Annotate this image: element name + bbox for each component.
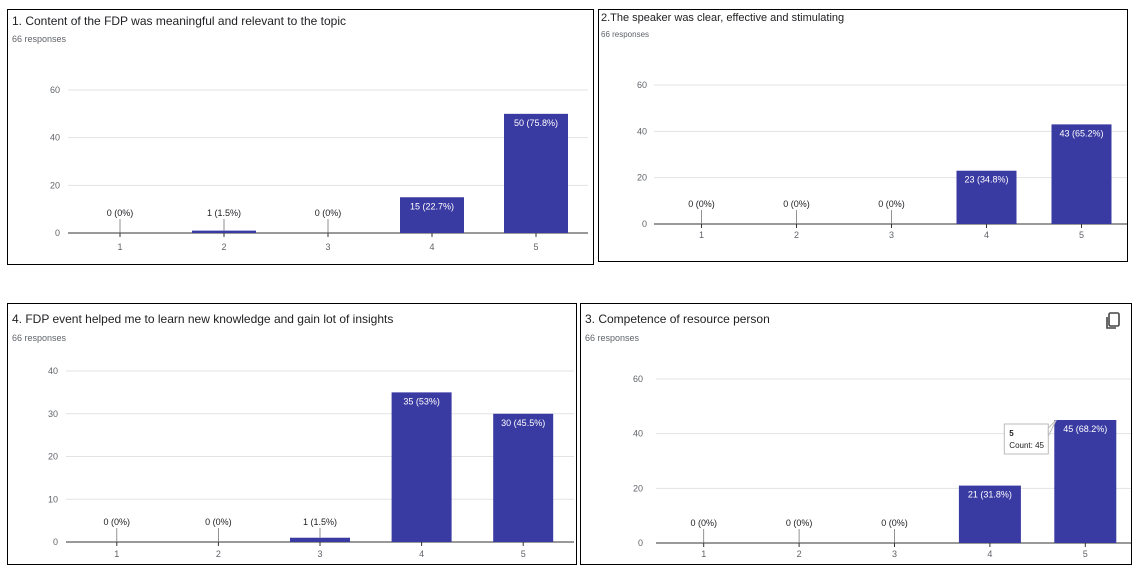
y-tick-label: 0 (55, 228, 60, 238)
y-tick-label: 60 (633, 374, 643, 384)
chart-title: 4. FDP event helped me to learn new know… (12, 312, 394, 326)
data-label: 0 (0%) (688, 199, 715, 209)
x-tick-label: 3 (889, 230, 894, 240)
x-tick-label: 2 (797, 549, 802, 559)
x-tick-label: 4 (987, 549, 992, 559)
response-count: 66 responses (585, 333, 640, 343)
x-tick-label: 1 (701, 549, 706, 559)
bar (493, 413, 554, 542)
data-label: 50 (75.8%) (514, 118, 558, 128)
tooltip-category: 5 (1009, 429, 1014, 438)
tooltip-pointer (1047, 419, 1057, 437)
data-label: 43 (65.2%) (1059, 128, 1103, 138)
y-tick-label: 20 (48, 452, 58, 462)
y-tick-label: 60 (637, 80, 647, 90)
x-tick-label: 3 (317, 549, 322, 559)
y-tick-label: 0 (642, 219, 647, 229)
bar (192, 230, 256, 233)
y-tick-label: 60 (50, 85, 60, 95)
y-tick-label: 20 (637, 173, 647, 183)
x-tick-label: 2 (794, 230, 799, 240)
tooltip-box (1003, 423, 1049, 455)
data-label: 0 (0%) (104, 517, 131, 527)
data-label: 15 (22.7%) (410, 201, 454, 211)
x-tick-label: 1 (699, 230, 704, 240)
chart-title: 2.The speaker was clear, effective and s… (601, 12, 845, 24)
copy-icon[interactable] (1105, 312, 1121, 330)
x-tick-label: 2 (216, 549, 221, 559)
x-tick-label: 2 (221, 242, 226, 252)
chart-title: 1. Content of the FDP was meaningful and… (12, 14, 346, 28)
bar-chart: 0 20 40 60 1 0 (0%) 2 0 (0%) 3 0 (0%) 4 21 (31.8%) 5… (633, 374, 1131, 559)
x-tick-label: 3 (325, 242, 330, 252)
data-label: 1 (1.5%) (207, 208, 241, 218)
bar (391, 392, 452, 542)
y-tick-label: 30 (48, 409, 58, 419)
data-label: 0 (0%) (205, 517, 232, 527)
chart-panel-speaker: 2.The speaker was clear, effective and s… (598, 9, 1128, 262)
x-tick-label: 5 (1079, 230, 1084, 240)
data-label: 35 (53%) (403, 396, 440, 406)
bar (290, 537, 350, 542)
data-label: 30 (45.5%) (501, 418, 545, 428)
data-label: 45 (68.2%) (1063, 424, 1107, 434)
bar (958, 485, 1021, 543)
y-tick-label: 40 (50, 133, 60, 143)
y-tick-label: 0 (53, 537, 58, 547)
data-label: 0 (0%) (881, 518, 908, 528)
chart-panel-content: 1. Content of the FDP was meaningful and… (7, 9, 594, 265)
x-tick-label: 1 (117, 242, 122, 252)
y-tick-label: 0 (638, 538, 643, 548)
response-count: 66 responses (12, 333, 67, 343)
y-tick-label: 20 (50, 180, 60, 190)
data-label: 23 (34.8%) (964, 175, 1008, 185)
data-label: 1 (1.5%) (303, 517, 337, 527)
chart-title: 3. Competence of resource person (585, 312, 770, 326)
x-tick-label: 1 (114, 549, 119, 559)
data-label: 0 (0%) (783, 199, 810, 209)
chart-panel-competence: 3. Competence of resource person 66 resp… (580, 303, 1132, 565)
y-tick-label: 10 (48, 494, 58, 504)
bar (504, 113, 568, 233)
bar-chart: 0 10 20 30 40 1 0 (0%) 2 0 (0%) 3 1 (1.5%) 4 35 (53%… (48, 366, 574, 559)
data-label: 0 (0%) (315, 208, 342, 218)
response-count: 66 responses (12, 34, 67, 44)
x-tick-label: 5 (521, 549, 526, 559)
y-tick-label: 40 (48, 366, 58, 376)
x-tick-label: 4 (419, 549, 424, 559)
y-tick-label: 40 (633, 429, 643, 439)
bar (1054, 420, 1117, 543)
x-tick-label: 5 (1083, 549, 1088, 559)
chart-panel-insights: 4. FDP event helped me to learn new know… (7, 303, 577, 565)
x-tick-label: 3 (892, 549, 897, 559)
x-tick-label: 5 (533, 242, 538, 252)
data-label: 0 (0%) (786, 518, 813, 528)
data-label: 21 (31.8%) (968, 490, 1012, 500)
response-count: 66 responses (601, 30, 650, 39)
x-tick-label: 4 (429, 242, 434, 252)
x-tick-label: 4 (984, 230, 989, 240)
tooltip: 5 Count: 45 (1003, 419, 1057, 455)
y-tick-label: 20 (633, 483, 643, 493)
bar-chart: 0 20 40 60 1 0 (0%) 2 0 (0%) 3 0 (0%) 4 23 (34.8%) 5… (637, 80, 1127, 240)
data-label: 0 (0%) (690, 518, 717, 528)
data-label: 0 (0%) (107, 208, 134, 218)
tooltip-count: Count: 45 (1009, 441, 1044, 450)
bar (956, 170, 1017, 224)
bar (1051, 124, 1112, 224)
bar-chart: 0 20 40 60 1 0 (0%) 2 1 (1.5%) 3 0 (0%) 4 15 (22.7%… (50, 85, 588, 252)
y-tick-label: 40 (637, 126, 647, 136)
data-label: 0 (0%) (878, 199, 905, 209)
bar (400, 197, 464, 233)
